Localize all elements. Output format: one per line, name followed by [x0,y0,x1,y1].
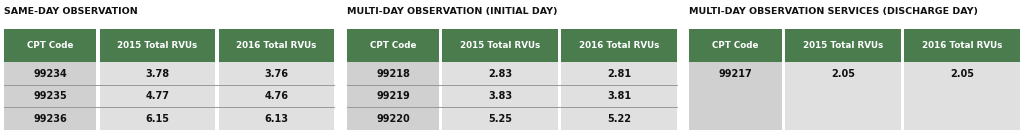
Bar [689,85,781,108]
Bar [347,62,439,85]
Text: CPT Code: CPT Code [27,41,74,50]
Text: 4.76: 4.76 [264,91,289,101]
Bar [784,85,901,108]
Bar [689,29,781,62]
Bar [4,29,96,62]
Text: 2.83: 2.83 [488,69,512,79]
Text: 2015 Total RVUs: 2015 Total RVUs [118,41,198,50]
Text: 99219: 99219 [376,91,410,101]
Text: 2.05: 2.05 [830,69,855,79]
Text: 3.78: 3.78 [145,69,170,79]
Text: 2015 Total RVUs: 2015 Total RVUs [460,41,541,50]
Bar [99,62,215,85]
Text: 2016 Total RVUs: 2016 Total RVUs [579,41,659,50]
Text: 2016 Total RVUs: 2016 Total RVUs [922,41,1002,50]
Text: 99234: 99234 [34,69,68,79]
Text: 2015 Total RVUs: 2015 Total RVUs [803,41,883,50]
Bar [218,108,335,130]
Bar [784,62,901,85]
Text: 3.76: 3.76 [264,69,289,79]
Text: 4.77: 4.77 [145,91,170,101]
Bar [689,108,781,130]
Bar [442,108,558,130]
Text: 2.81: 2.81 [607,69,631,79]
Text: 99236: 99236 [34,114,68,124]
Bar [442,85,558,108]
Text: 99235: 99235 [34,91,68,101]
Bar [347,29,439,62]
Bar [347,108,439,130]
Text: 99217: 99217 [719,69,753,79]
Text: MULTI-DAY OBSERVATION SERVICES (DISCHARGE DAY): MULTI-DAY OBSERVATION SERVICES (DISCHARG… [689,7,979,16]
Bar [99,29,215,62]
Bar [4,85,96,108]
Text: MULTI-DAY OBSERVATION (INITIAL DAY): MULTI-DAY OBSERVATION (INITIAL DAY) [347,7,557,16]
Bar [4,62,96,85]
Bar [689,62,781,85]
Text: 99220: 99220 [376,114,410,124]
Bar [99,85,215,108]
Text: 3.83: 3.83 [488,91,512,101]
Text: 2016 Total RVUs: 2016 Total RVUs [237,41,316,50]
Text: 99218: 99218 [376,69,410,79]
Text: SAME-DAY OBSERVATION: SAME-DAY OBSERVATION [4,7,138,16]
Bar [904,62,1020,85]
Text: 5.25: 5.25 [488,114,512,124]
Bar [99,108,215,130]
Bar [218,29,335,62]
Bar [442,62,558,85]
Bar [904,85,1020,108]
Bar [442,29,558,62]
Bar [904,108,1020,130]
Text: 6.15: 6.15 [145,114,170,124]
Bar [784,29,901,62]
Text: 5.22: 5.22 [607,114,631,124]
Bar [561,85,677,108]
Bar [347,85,439,108]
Bar [784,108,901,130]
Bar [218,85,335,108]
Bar [561,62,677,85]
Text: 3.81: 3.81 [607,91,631,101]
Bar [218,62,335,85]
Bar [904,29,1020,62]
Bar [561,108,677,130]
Bar [561,29,677,62]
Bar [4,108,96,130]
Text: 2.05: 2.05 [950,69,974,79]
Text: CPT Code: CPT Code [370,41,416,50]
Text: CPT Code: CPT Code [713,41,759,50]
Text: 6.13: 6.13 [264,114,289,124]
